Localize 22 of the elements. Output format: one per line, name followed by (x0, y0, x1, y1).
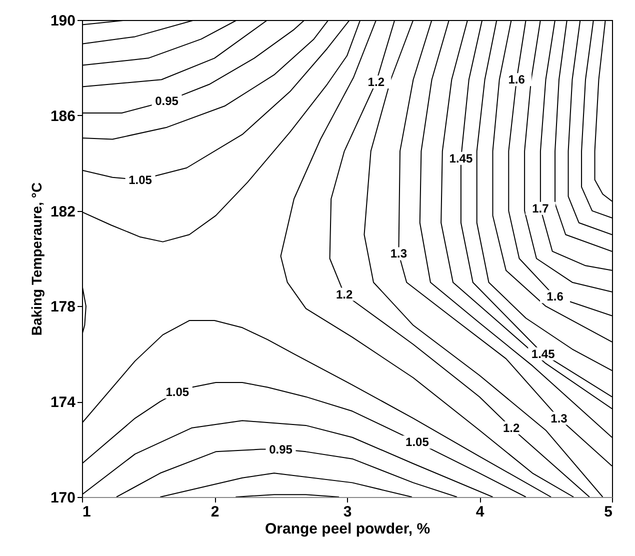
x-tick-label: 2 (210, 504, 220, 520)
y-tick-label: 190 (50, 12, 76, 30)
x-tick-label: 3 (343, 504, 352, 520)
annotation: 1.2 (502, 420, 520, 435)
annotation: 1.7 (532, 201, 550, 216)
x-tick-label: 4 (476, 504, 485, 520)
y-axis-title: Baking Temperaure, °C (28, 182, 44, 336)
annotation: 1.2 (336, 287, 354, 302)
y-tick-label: 178 (50, 298, 76, 316)
y-tick-label: 186 (50, 108, 76, 125)
annotation: 1.05 (166, 385, 190, 400)
x-axis-title: Orange peel powder, % (264, 520, 430, 538)
x-tick-label: 5 (604, 504, 612, 520)
y-tick-label: 174 (50, 394, 76, 412)
x-tick-label: 1 (82, 504, 91, 520)
annotation: 1.6 (508, 72, 526, 87)
y-tick-label: 170 (50, 490, 76, 506)
line-series (160, 472, 412, 497)
annotation: 1.3 (390, 246, 408, 261)
annotation: 1.45 (449, 151, 473, 166)
annotation: 1.3 (550, 411, 568, 426)
y-tick-label: 182 (50, 203, 76, 220)
